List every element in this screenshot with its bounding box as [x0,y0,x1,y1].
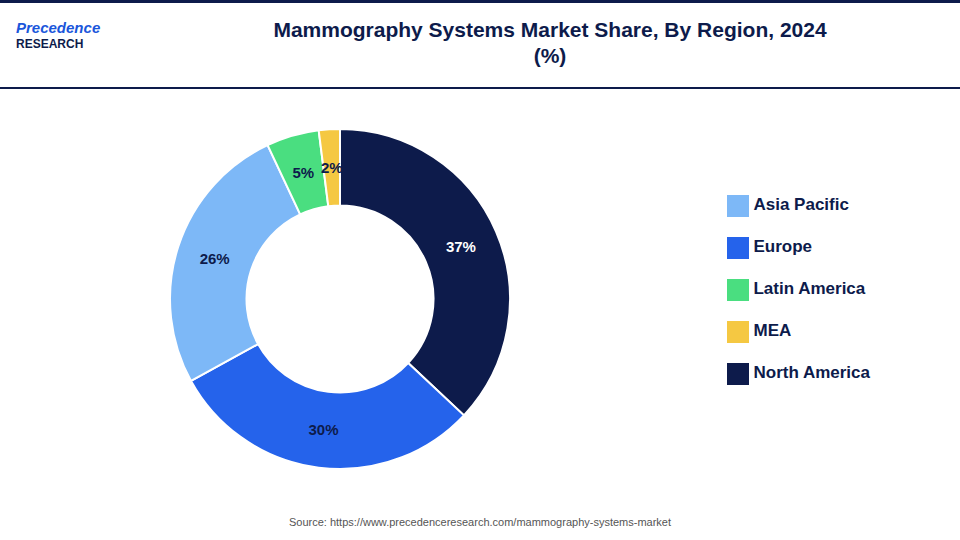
html-text:RESEARCH: RESEARCH [16,37,84,51]
html-text:Latin America: Latin America [753,279,866,298]
html-text:Europe: Europe [753,237,812,256]
html-text:Asia Pacific: Asia Pacific [753,195,849,214]
html-text:Precedence: Precedence [16,19,101,36]
svg-text:30%: 30% [308,421,338,438]
html-text:Mammography Systems Market Sha: Mammography Systems Market Share, By Reg… [273,18,827,41]
svg-text:26%: 26% [200,250,230,267]
html-text:North America: North America [753,363,870,382]
html-text:MEA: MEA [753,321,792,340]
svg-text:5%: 5% [292,164,314,181]
html-text:Source: https://www.precedence: Source: https://www.precedenceresearch.c… [289,516,671,528]
svg-text:37%: 37% [446,238,476,255]
svg-text:2%: 2% [321,159,343,176]
